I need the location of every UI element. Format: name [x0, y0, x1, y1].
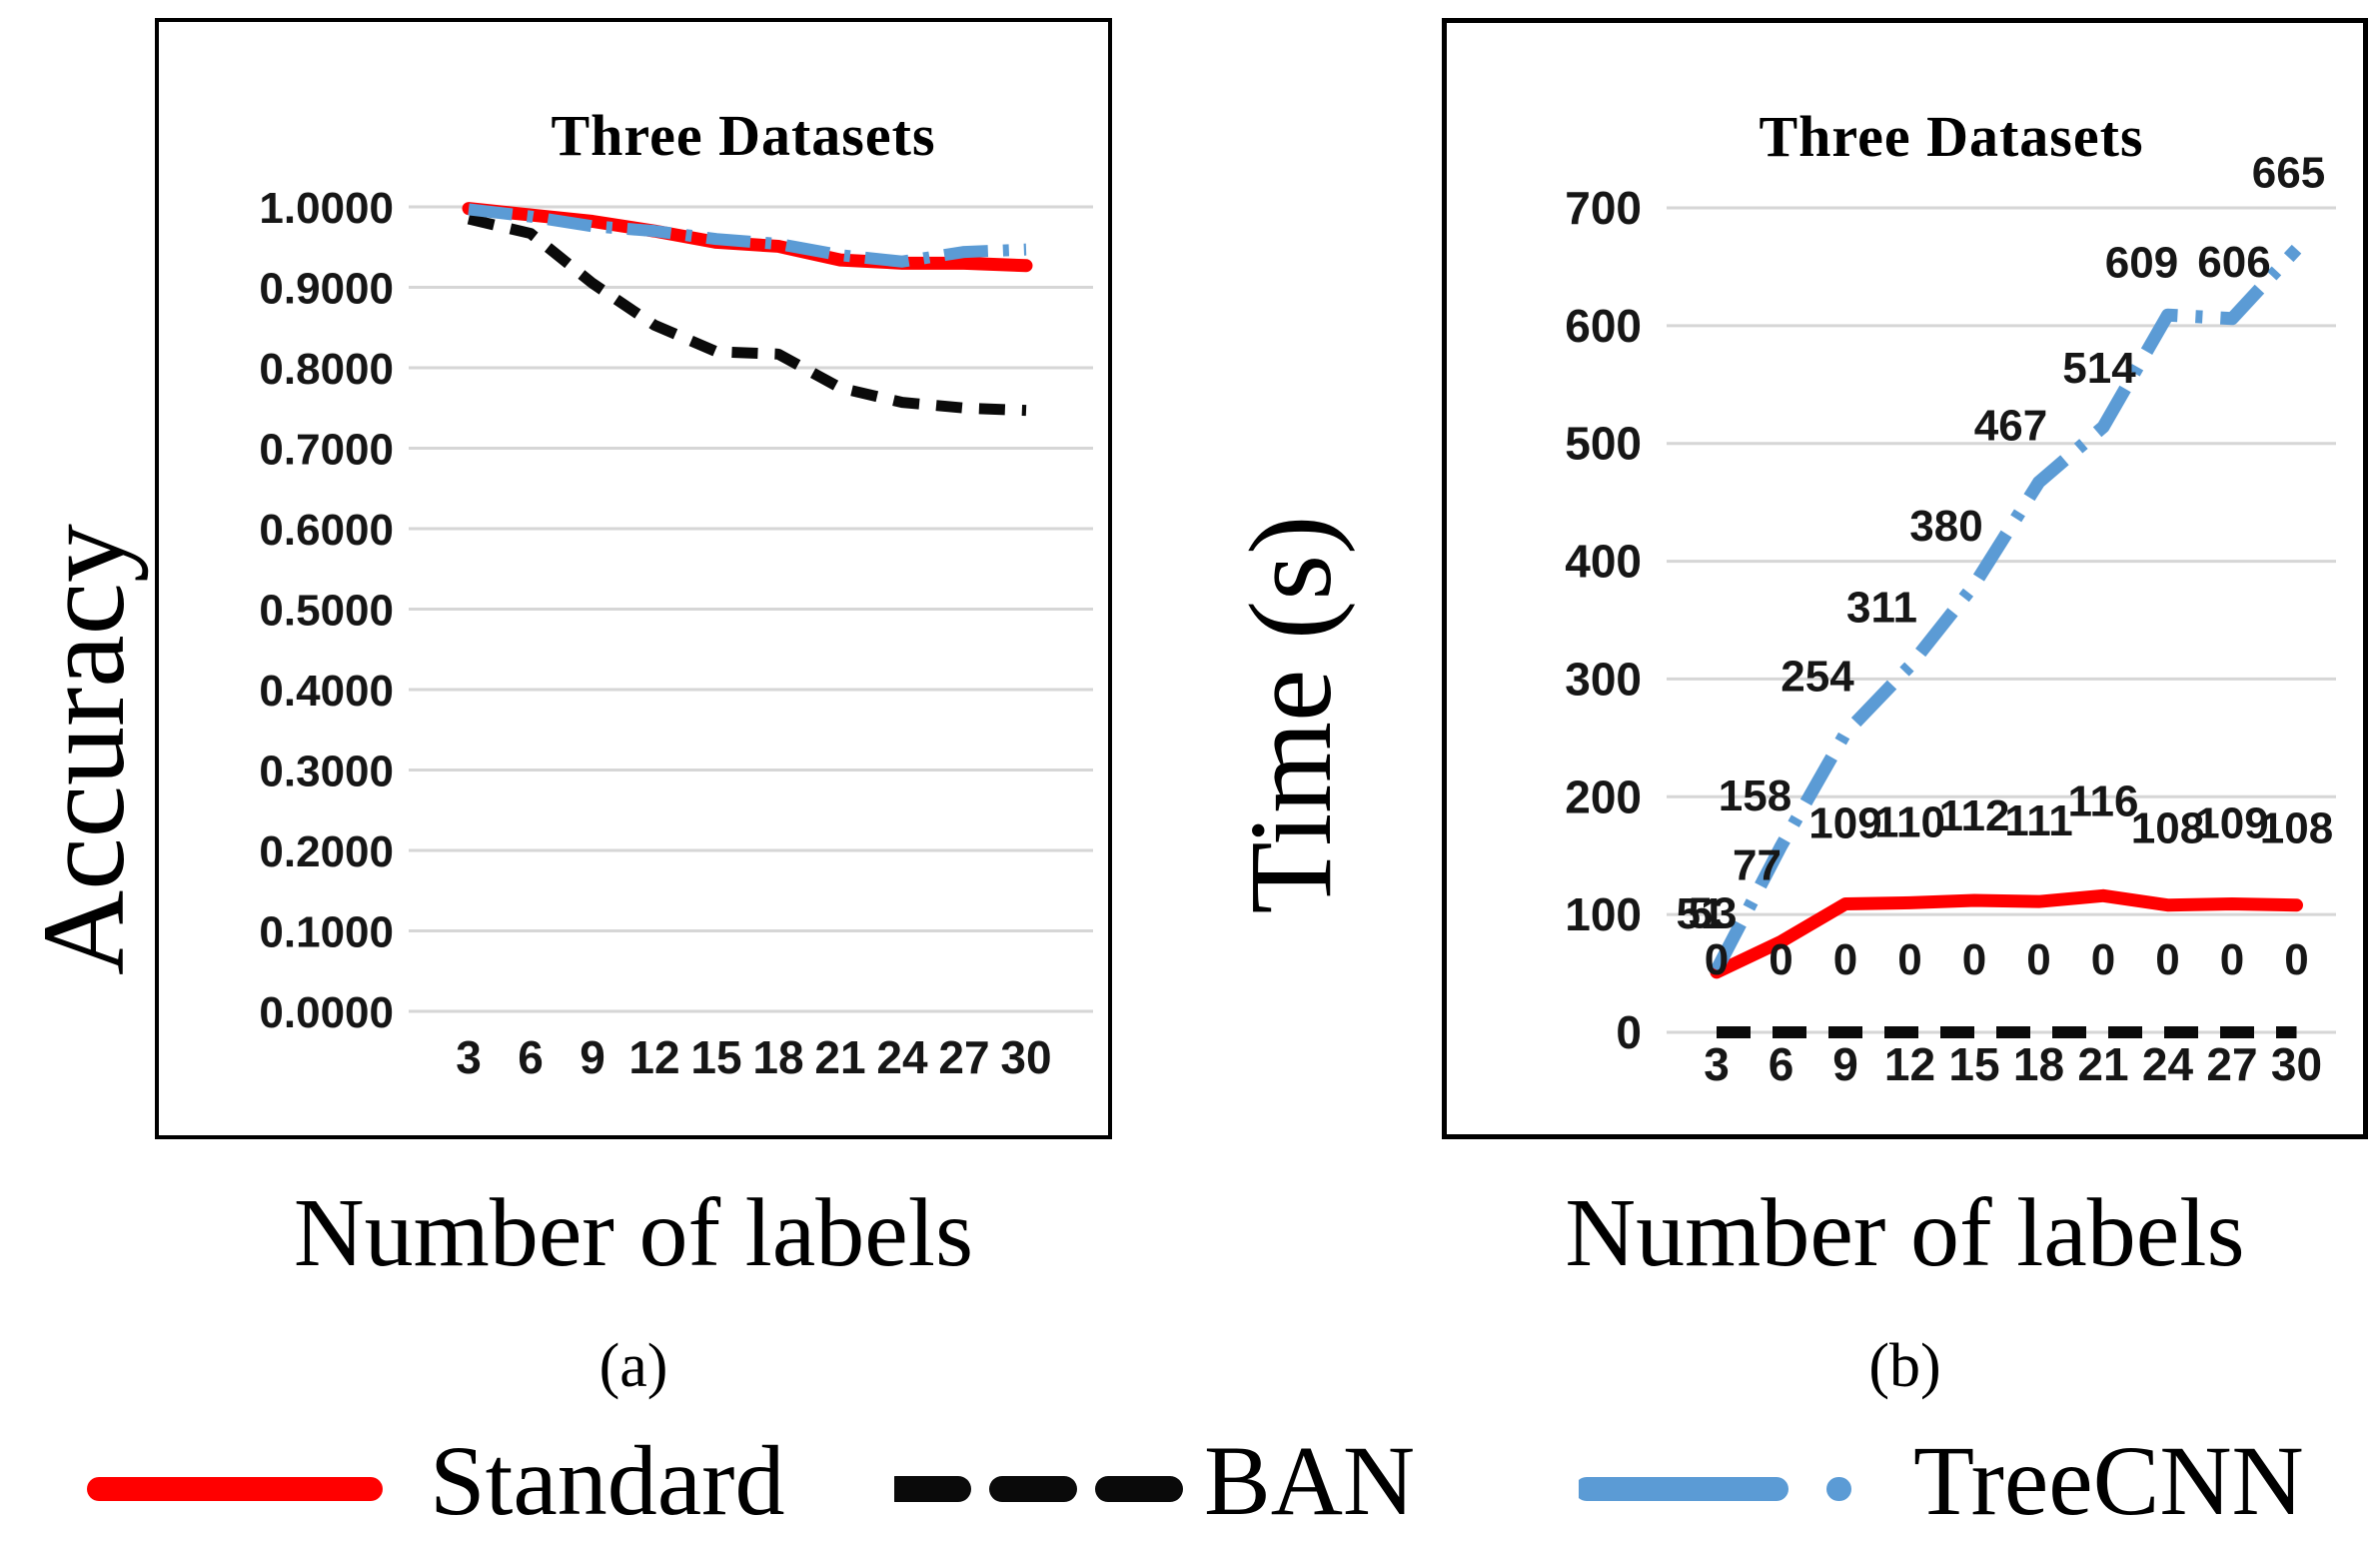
tick-or-data-label: 158 — [1719, 772, 1791, 820]
tick-or-data-label: 108 — [2131, 804, 2204, 853]
tick-or-data-label: 311 — [1846, 583, 1917, 632]
tick-or-data-label: 500 — [1565, 418, 1642, 470]
tick-or-data-label: 111 — [2004, 796, 2073, 845]
tick-or-data-label: 18 — [752, 1031, 803, 1083]
tick-or-data-label: 600 — [1565, 300, 1642, 352]
tick-or-data-label: 0 — [2284, 935, 2308, 984]
tick-or-data-label: 380 — [1909, 502, 1982, 551]
tick-or-data-label: 12 — [628, 1031, 679, 1083]
series-line-treecnn — [468, 203, 1027, 268]
tick-or-data-label: 0 — [2091, 935, 2115, 984]
tick-or-data-label: 0.7000 — [259, 426, 394, 475]
tick-or-data-label: 24 — [876, 1031, 928, 1083]
tick-or-data-label: 467 — [1974, 402, 2047, 451]
tick-or-data-label: 9 — [580, 1031, 605, 1083]
tick-or-data-label: 0.5000 — [259, 587, 394, 636]
tick-or-data-label: 200 — [1565, 771, 1642, 822]
tick-or-data-label: 0.3000 — [259, 748, 394, 796]
tick-or-data-label: 0.0000 — [259, 988, 394, 1037]
y-axis-title-accuracy: Accuracy — [18, 524, 149, 976]
tick-or-data-label: 77 — [1733, 840, 1782, 889]
tick-or-data-label: 0.6000 — [259, 506, 394, 555]
legend-label-standard: Standard — [430, 1425, 785, 1536]
tick-or-data-label: 9 — [1832, 1038, 1858, 1090]
tick-or-data-label: 514 — [2062, 344, 2136, 393]
tick-or-data-label: 3 — [1704, 1038, 1730, 1090]
tick-or-data-label: 112 — [1939, 791, 2010, 840]
tick-or-data-label: 0 — [1962, 935, 1986, 984]
tick-or-data-label: 51 — [1677, 889, 1726, 938]
legend-label-ban: BAN — [1204, 1425, 1416, 1536]
tick-or-data-label: 400 — [1565, 536, 1642, 588]
panel-caption-a: (a) — [598, 1332, 668, 1400]
tick-or-data-label: 21 — [814, 1031, 865, 1083]
tick-or-data-label: 109 — [1808, 799, 1881, 848]
tick-or-data-label: 0 — [1833, 935, 1857, 984]
tick-or-data-label: 300 — [1565, 653, 1642, 705]
tick-or-data-label: 108 — [2260, 804, 2333, 853]
x-axis-title-a: Number of labels — [293, 1179, 974, 1287]
legend-swatch-ban — [894, 1476, 1194, 1502]
series-line-standard — [1710, 888, 2303, 979]
tick-or-data-label: 27 — [938, 1031, 989, 1083]
tick-or-data-label: 1.0000 — [259, 184, 394, 233]
tick-or-data-label: 609 — [2105, 238, 2178, 287]
tick-or-data-label: 6 — [1769, 1038, 1794, 1090]
chart-a-title: Three Datasets — [551, 103, 936, 168]
tick-or-data-label: 27 — [2206, 1038, 2257, 1090]
tick-or-data-label: 700 — [1565, 182, 1642, 234]
tick-or-data-label: 0.2000 — [259, 827, 394, 876]
tick-or-data-label: 18 — [2013, 1038, 2064, 1090]
tick-or-data-label: 15 — [690, 1031, 741, 1083]
tick-or-data-label: 0 — [2220, 935, 2244, 984]
tick-or-data-label: 0 — [1616, 1006, 1642, 1058]
tick-or-data-label: 109 — [2195, 799, 2268, 848]
x-axis-title-b: Number of labels — [1565, 1179, 2245, 1287]
tick-or-data-label: 21 — [2077, 1038, 2128, 1090]
tick-or-data-label: 0 — [2155, 935, 2179, 984]
tick-or-data-label: 0.1000 — [259, 908, 394, 957]
tick-or-data-label: 606 — [2197, 238, 2270, 287]
tick-or-data-label: 254 — [1781, 653, 1854, 702]
tick-or-data-label: 0 — [1897, 935, 1921, 984]
tick-or-data-label: 6 — [518, 1031, 544, 1083]
tick-or-data-label: 30 — [1000, 1031, 1051, 1083]
tick-or-data-label: 15 — [1948, 1038, 1999, 1090]
tick-or-data-label: 116 — [2068, 776, 2139, 825]
tick-or-data-label: 53 — [1689, 889, 1738, 938]
chart-panel-b: 700 600 500 400 300 200 100 0 3 6 9 12 15 18 21 24 27 30 5… — [1442, 18, 2368, 1139]
tick-or-data-label: 110 — [1874, 797, 1945, 846]
chart-b-title: Three Datasets — [1759, 104, 2144, 169]
tick-or-data-label: 665 — [2252, 148, 2325, 197]
tick-or-data-label: 0.4000 — [259, 667, 394, 716]
time-line-chart: 700 600 500 400 300 200 100 0 3 6 9 12 15 18 21 24 27 30 5… — [1565, 148, 2336, 1090]
tick-or-data-label: 3 — [456, 1031, 482, 1083]
series-line-ban — [467, 213, 1027, 417]
tick-or-data-label: 0 — [1769, 935, 1792, 984]
chart-panel-a: 1.0000 0.9000 0.8000 0.7000 0.6000 0.5000 0.40… — [155, 18, 1112, 1139]
tick-or-data-label: 0.9000 — [259, 265, 394, 314]
tick-or-data-label: 30 — [2271, 1038, 2322, 1090]
y-axis-title-time: Time (s) — [1225, 515, 1356, 914]
tick-or-data-label: 24 — [2142, 1038, 2194, 1090]
tick-or-data-label: 100 — [1565, 888, 1642, 940]
tick-or-data-label: 0.8000 — [259, 345, 394, 394]
tick-or-data-label: 0 — [1705, 935, 1729, 984]
legend-swatch-treecnn — [1579, 1477, 1898, 1501]
panel-caption-b: (b) — [1868, 1332, 1941, 1400]
accuracy-line-chart: 1.0000 0.9000 0.8000 0.7000 0.6000 0.5000 0.40… — [259, 184, 1093, 1083]
series-line-treecnn — [1711, 244, 2302, 973]
tick-or-data-label: 12 — [1884, 1038, 1935, 1090]
legend-swatch-standard — [87, 1477, 383, 1501]
tick-or-data-label: 0 — [2026, 935, 2050, 984]
legend-label-treecnn: TreeCNN — [1913, 1425, 2304, 1536]
